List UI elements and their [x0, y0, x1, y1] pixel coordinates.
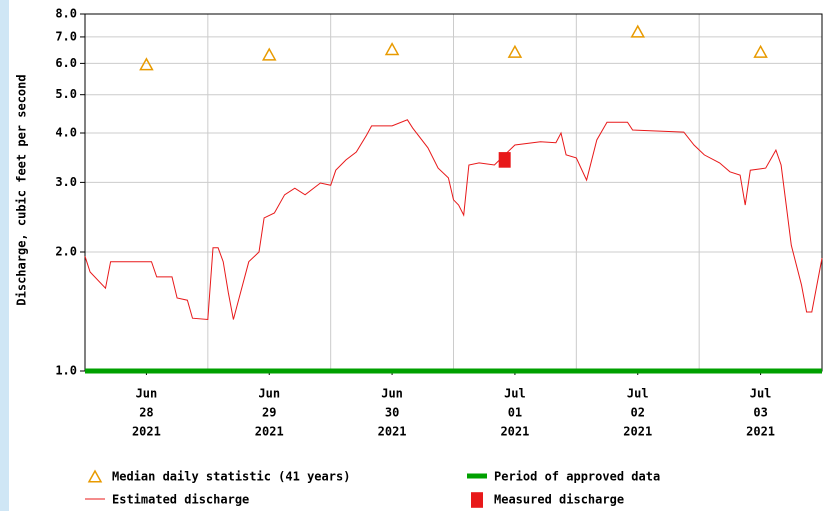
x-tick-label: 28 — [139, 406, 153, 420]
x-tick-label: Jun — [381, 387, 403, 401]
legend-label: Measured discharge — [494, 493, 624, 507]
x-tick-label: 03 — [753, 406, 767, 420]
x-tick-label: 01 — [508, 406, 522, 420]
y-tick-label: 8.0 — [55, 7, 77, 21]
x-tick-label: 02 — [631, 406, 645, 420]
median-marker — [507, 44, 523, 58]
x-tick-label: Jul — [750, 387, 772, 401]
x-tick-label: 2021 — [746, 425, 775, 439]
x-tick-label: Jun — [258, 387, 280, 401]
x-tick-label: Jul — [627, 387, 649, 401]
x-tick-label: Jul — [504, 387, 526, 401]
y-tick-label: 5.0 — [55, 87, 77, 101]
median-marker — [630, 24, 646, 38]
y-axis-label: Discharge, cubic feet per second — [15, 74, 29, 305]
median-marker — [139, 57, 154, 71]
series-line — [84, 119, 823, 321]
measured-marker — [498, 152, 511, 168]
legend-entry: Period of approved data — [467, 470, 660, 484]
legend-entry: Estimated discharge — [85, 493, 249, 507]
x-tick-label: 2021 — [378, 425, 407, 439]
median-marker — [87, 469, 103, 483]
y-tick-label: 3.0 — [55, 175, 77, 189]
x-tick-label: 30 — [385, 406, 399, 420]
x-tick-label: 2021 — [255, 425, 284, 439]
measured-marker — [471, 492, 483, 508]
legend-label: Period of approved data — [494, 470, 660, 484]
median-marker — [261, 47, 277, 61]
legend-entry: Measured discharge — [471, 492, 624, 508]
x-tick-label: 2021 — [500, 425, 529, 439]
x-tick-label: 29 — [262, 406, 276, 420]
legend-label: Estimated discharge — [112, 493, 249, 507]
y-tick-label: 7.0 — [55, 29, 77, 43]
y-tick-label: 1.0 — [55, 364, 77, 378]
x-tick-label: Jun — [136, 387, 158, 401]
left-strip — [0, 0, 9, 511]
median-marker — [384, 42, 400, 56]
x-tick-label: 2021 — [623, 425, 652, 439]
median-marker — [753, 44, 768, 58]
y-tick-label: 4.0 — [55, 126, 77, 140]
y-tick-label: 6.0 — [55, 56, 77, 70]
legend-entry: Median daily statistic (41 years) — [87, 469, 350, 484]
y-tick-label: 2.0 — [55, 245, 77, 259]
x-tick-label: 2021 — [132, 425, 161, 439]
legend-label: Median daily statistic (41 years) — [112, 470, 350, 484]
